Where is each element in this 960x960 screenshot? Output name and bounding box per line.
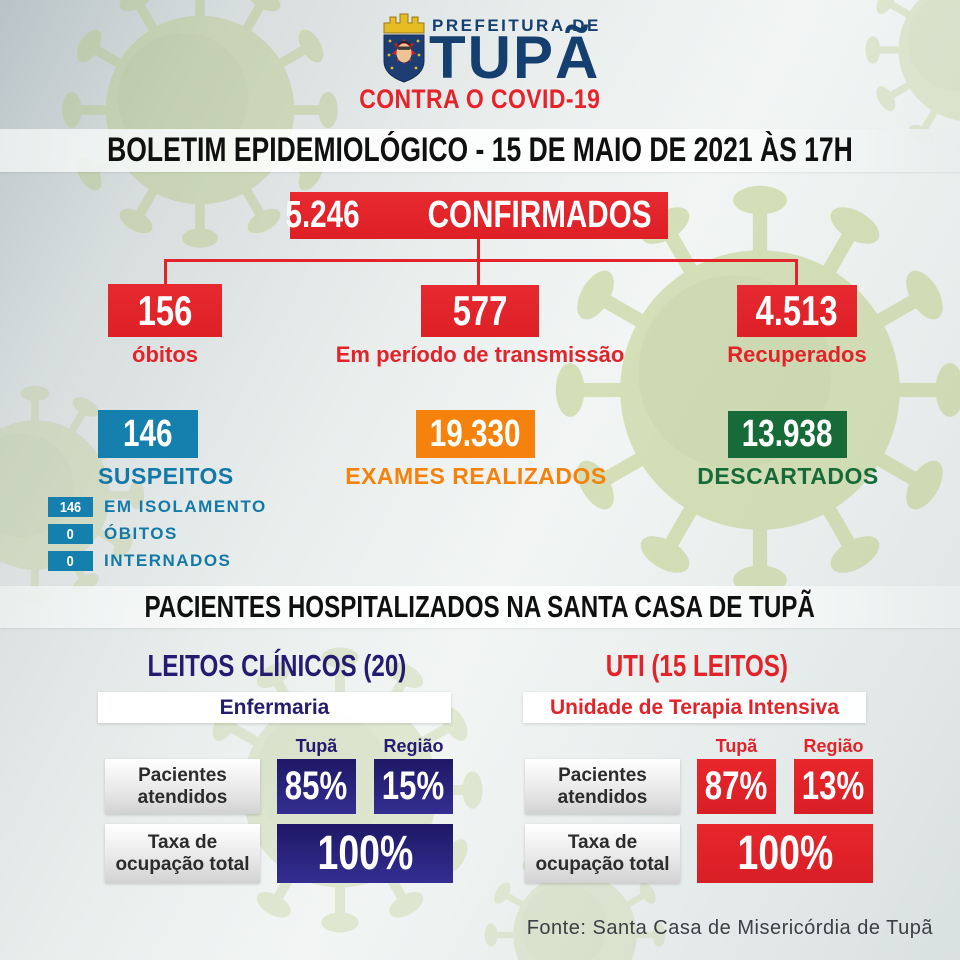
bulletin-title: BOLETIM EPIDEMIOLÓGICO - 15 DE MAIO DE 2…: [107, 131, 853, 169]
isolation-deaths-box: 0: [48, 524, 93, 544]
exams-box: 19.330: [416, 410, 535, 458]
icu-title: UTI (15 LEITOS): [605, 648, 788, 683]
transmission-value: 577: [452, 287, 508, 334]
logo-city-label: TUPÃ: [429, 24, 601, 91]
recovered-value: 4.513: [755, 287, 838, 334]
clinical-title: LEITOS CLÍNICOS (20): [147, 648, 406, 683]
logo-prefeitura-text: PREFEITURA DE: [432, 16, 601, 36]
clinical-patients-regiao: 15%: [382, 764, 445, 808]
campaign-banner: CONTRA O COVID-19: [0, 84, 960, 115]
deaths-label: óbitos: [132, 342, 198, 367]
connector-drop-right: [795, 259, 798, 286]
clinical-occupancy-label: Taxa de ocupação total: [105, 824, 260, 883]
connector-bar: [164, 259, 798, 262]
hospitalized-label: INTERNADOS: [104, 551, 232, 570]
connector-stem: [477, 239, 480, 260]
isolation-count-box: 146: [48, 497, 93, 517]
isolation-deaths-count: 0: [66, 525, 75, 543]
confirmed-label: CONFIRMADOS: [427, 194, 652, 236]
connector-drop-center: [477, 259, 480, 286]
suspects-label-wrap: SUSPEITOS: [98, 463, 234, 490]
clinical-col-regiao: Região: [383, 736, 444, 756]
deaths-box: 156: [108, 284, 222, 337]
hospitalized-count-box: 0: [48, 551, 93, 571]
campaign-label: CONTRA O COVID-19: [359, 84, 601, 114]
clinical-patients-label: Pacientes atendidos: [105, 759, 260, 814]
connector-drop-left: [164, 259, 167, 285]
icu-col-tupa: Tupã: [715, 736, 758, 756]
deaths-value: 156: [137, 286, 193, 334]
hospitalized-count: 0: [66, 552, 75, 570]
isolation-count: 146: [59, 498, 82, 516]
icu-subtitle: Unidade de Terapia Intensiva: [549, 695, 840, 719]
icu-occupancy-total: 100%: [737, 827, 833, 880]
icu-patients-tupa: 87%: [705, 764, 768, 808]
exams-label: EXAMES REALIZADOS: [345, 463, 607, 489]
clinical-patients-regiao-box: 15%: [374, 759, 453, 814]
exams-value: 19.330: [430, 412, 521, 455]
recovered-label-wrap: Recuperados: [680, 342, 914, 368]
icu-col-tupa-wrap: Tupã: [697, 736, 776, 757]
recovered-box: 4.513: [737, 285, 857, 337]
transmission-label-wrap: Em período de transmissão: [330, 342, 630, 368]
icu-patients-label: Pacientes atendidos: [525, 759, 680, 814]
icu-patients-regiao-box: 13%: [794, 759, 873, 814]
discarded-value: 13.938: [742, 413, 833, 455]
confirmed-box: 5.246 CONFIRMADOS: [285, 192, 668, 239]
clinical-col-regiao-wrap: Região: [374, 736, 453, 757]
footer-source-wrap: Fonte: Santa Casa de Misericórdia de Tup…: [527, 917, 933, 940]
icu-col-regiao: Região: [803, 736, 864, 756]
clinical-title-wrap: LEITOS CLÍNICOS (20): [98, 648, 455, 684]
discarded-label: DESCARTADOS: [697, 463, 879, 489]
clinical-col-tupa: Tupã: [295, 736, 338, 756]
isolation-label-wrap: EM ISOLAMENTO: [104, 497, 267, 517]
exams-label-wrap: EXAMES REALIZADOS: [326, 463, 626, 490]
coronavirus-watermark-icon: [555, 185, 960, 595]
hospitalized-label-wrap: INTERNADOS: [104, 551, 231, 571]
recovered-label: Recuperados: [727, 342, 867, 367]
icu-col-regiao-wrap: Região: [794, 736, 873, 757]
suspects-label: SUSPEITOS: [98, 463, 234, 489]
isolation-label: EM ISOLAMENTO: [104, 497, 267, 516]
clinical-patients-tupa-box: 85%: [277, 759, 356, 814]
clinical-patients-tupa: 85%: [285, 764, 348, 808]
discarded-box: 13.938: [728, 411, 847, 458]
confirmed-value: 5.246: [285, 194, 360, 236]
icu-subtitle-bar: Unidade de Terapia Intensiva: [523, 692, 866, 723]
suspects-box: 146: [98, 410, 198, 458]
clinical-occupancy-box: 100%: [277, 824, 453, 883]
tupa-crest-icon: [383, 13, 425, 83]
icu-title-wrap: UTI (15 LEITOS): [518, 648, 875, 684]
transmission-label: Em período de transmissão: [335, 342, 625, 367]
isolation-deaths-label: ÓBITOS: [104, 524, 178, 543]
logo-prefeitura-label: PREFEITURA DE: [432, 16, 601, 35]
icu-patients-regiao: 13%: [802, 764, 865, 808]
isolation-deaths-label-wrap: ÓBITOS: [104, 524, 178, 544]
discarded-label-wrap: DESCARTADOS: [638, 463, 938, 490]
icu-patients-tupa-box: 87%: [697, 759, 776, 814]
footer-source: Fonte: Santa Casa de Misericórdia de Tup…: [526, 917, 933, 939]
hospital-title-bar: PACIENTES HOSPITALIZADOS NA SANTA CASA D…: [0, 586, 960, 628]
clinical-col-tupa-wrap: Tupã: [277, 736, 356, 757]
clinical-subtitle-bar: Enfermaria: [98, 692, 451, 723]
clinical-occupancy-total: 100%: [317, 827, 413, 880]
clinical-subtitle: Enfermaria: [219, 695, 330, 719]
icu-occupancy-box: 100%: [697, 824, 873, 883]
icu-occupancy-label: Taxa de ocupação total: [525, 824, 680, 883]
deaths-label-wrap: óbitos: [48, 342, 282, 368]
transmission-box: 577: [421, 285, 539, 337]
logo-city-text: TUPÃ: [429, 28, 600, 88]
suspects-value: 146: [123, 412, 173, 455]
bulletin-title-bar: BOLETIM EPIDEMIOLÓGICO - 15 DE MAIO DE 2…: [0, 129, 960, 172]
hospital-title: PACIENTES HOSPITALIZADOS NA SANTA CASA D…: [144, 589, 816, 624]
